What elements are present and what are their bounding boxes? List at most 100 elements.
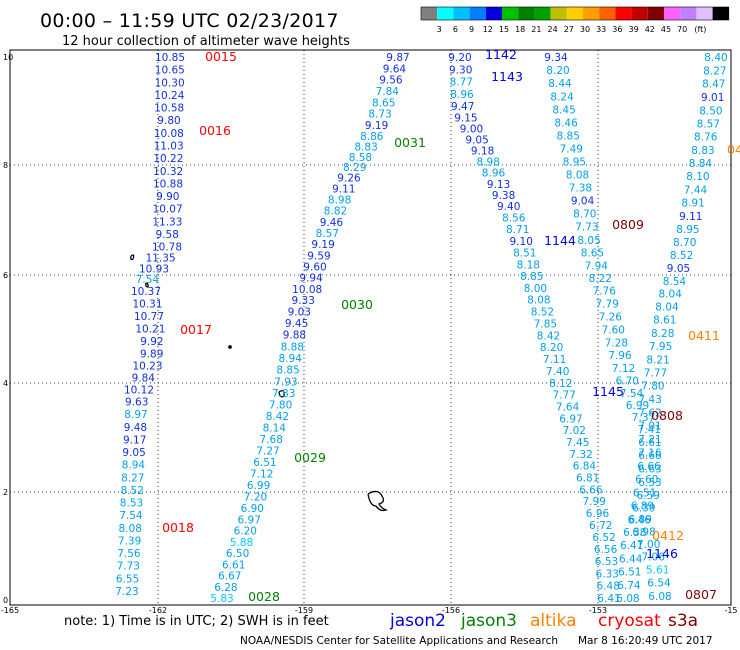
wave-height-value: 6.54 xyxy=(647,578,671,590)
wave-height-value: 9.45 xyxy=(285,318,308,330)
wave-height-value: 5.88 xyxy=(230,537,253,549)
wave-height-value: 10.08 xyxy=(154,128,184,140)
wave-height-value: 9.01 xyxy=(701,92,724,104)
wave-height-value: 7.95 xyxy=(649,341,672,353)
wave-height-value: 9.63 xyxy=(125,397,148,409)
wave-height-value: 9.94 xyxy=(299,273,323,285)
map-subtitle: 12 hour collection of altimeter wave hei… xyxy=(62,34,350,49)
wave-height-value: 9.56 xyxy=(379,75,403,87)
wave-height-value: 8.83 xyxy=(691,145,714,157)
wave-height-value: 9.05 xyxy=(465,135,488,147)
wave-height-value: 7.84 xyxy=(376,86,400,98)
wave-height-value: 8.27 xyxy=(703,65,726,77)
wave-height-value: 6.08 xyxy=(616,593,639,605)
wave-height-value: 7.00 xyxy=(637,539,660,551)
x-tick-label: -153 xyxy=(589,606,607,615)
map-title: 00:00 – 11:59 UTC 02/23/2017 xyxy=(40,10,339,32)
x-tick-label: -159 xyxy=(295,606,313,615)
wave-height-value: 7.39 xyxy=(118,536,141,548)
pass-time-label: 1143 xyxy=(491,69,523,84)
wave-height-value: 6.84 xyxy=(573,461,597,473)
wave-height-value: 9.34 xyxy=(544,52,568,64)
wave-height-value: 11.03 xyxy=(154,141,184,153)
wave-height-value: 9.13 xyxy=(487,179,510,191)
wave-height-value: 6.97 xyxy=(238,514,261,526)
wave-height-value: 8.97 xyxy=(124,409,147,421)
scale-swatch xyxy=(664,7,681,20)
wave-height-value: 8.61 xyxy=(653,315,676,327)
wave-height-value: 9.80 xyxy=(157,115,180,127)
x-tick-label: -156 xyxy=(442,606,460,615)
wave-height-value: 7.80 xyxy=(641,381,664,393)
wave-height-value: 9.90 xyxy=(156,191,179,203)
wave-height-value: 7.62 xyxy=(638,407,661,419)
wave-height-value: 8.45 xyxy=(552,105,575,117)
wave-height-value: 7.16 xyxy=(638,448,662,460)
wave-height-value: 8.94 xyxy=(122,460,146,472)
wave-height-value: 9.19 xyxy=(311,239,334,251)
wave-height-value: 7.94 xyxy=(585,260,609,272)
wave-height-value: 7.20 xyxy=(244,491,267,503)
scale-swatch xyxy=(631,7,648,20)
pass-time-label: 04 xyxy=(727,142,740,157)
wave-height-value: 8.18 xyxy=(517,259,540,271)
wave-height-value: 6.70 xyxy=(616,376,639,388)
pass-time-labels: 0015 0016 0017 0018 0031 0030 0029 0028 1142 1143… xyxy=(162,47,740,604)
wave-height-value: 7.76 xyxy=(593,286,617,298)
wave-height-value: 10.30 xyxy=(155,77,185,89)
wave-height-value: 9.88 xyxy=(283,330,306,342)
axis-ticks: -165 -162 -159 -156 -153 -15 10 8 6 4 2 0 xyxy=(1,53,738,615)
x-tick-label: -15 xyxy=(724,606,737,615)
wave-height-value: 6.89 xyxy=(631,501,654,513)
wave-height-value: 7.56 xyxy=(117,548,141,560)
wave-height-value: 10.78 xyxy=(152,242,182,254)
wave-height-value: 9.38 xyxy=(492,190,515,202)
wave-height-value: 8.91 xyxy=(681,198,704,210)
wave-height-value: 7.99 xyxy=(583,496,606,508)
scale-label: 12 xyxy=(483,25,493,34)
grid-lines xyxy=(10,50,731,605)
wave-height-value: 8.88 xyxy=(281,341,304,353)
wave-height-value: 8.56 xyxy=(502,212,526,224)
wave-height-value: 9.15 xyxy=(454,113,477,125)
wave-height-value: 9.89 xyxy=(140,349,163,361)
scale-label: 36 xyxy=(612,25,622,34)
wave-height-value: 8.52 xyxy=(531,307,554,319)
y-tick-label: 0 xyxy=(3,596,8,605)
wave-height-value: 8.42 xyxy=(537,330,560,342)
scale-swatch xyxy=(680,7,697,20)
scale-label: 30 xyxy=(580,25,590,34)
wave-height-value: 9.05 xyxy=(122,447,145,459)
pass-time-label: 0031 xyxy=(394,135,426,150)
wave-height-value: 6.55 xyxy=(116,573,139,585)
wave-height-value: 8.96 xyxy=(450,89,474,101)
wave-height-value: 6.74 xyxy=(617,580,641,592)
wave-height-value: 6.90 xyxy=(241,503,264,515)
wave-height-value: 8.51 xyxy=(513,248,536,260)
wave-height-value: 9.10 xyxy=(510,236,533,248)
wave-height-value: 7.54 xyxy=(620,388,644,400)
wave-height-value: 8.70 xyxy=(673,237,696,249)
wave-height-value: 8.65 xyxy=(581,248,604,260)
wave-height-value: 11.33 xyxy=(152,216,182,228)
wave-height-value: 7.49 xyxy=(560,144,583,156)
scale-label: 45 xyxy=(661,25,671,34)
wave-height-value: 9.17 xyxy=(123,435,146,447)
scale-swatch xyxy=(534,7,551,20)
wave-height-value: 9.60 xyxy=(303,262,326,274)
scale-swatch xyxy=(696,7,713,20)
scale-swatch xyxy=(712,7,729,20)
wave-height-value: 7.23 xyxy=(115,586,138,598)
wave-height-value: 7.68 xyxy=(260,434,283,446)
wave-height-value: 6.44 xyxy=(619,553,643,565)
wave-height-value: 8.14 xyxy=(263,423,287,435)
wave-height-value: 6.51 xyxy=(618,567,641,579)
wave-height-value: 6.08 xyxy=(648,591,671,603)
wave-height-value: 8.28 xyxy=(651,328,674,340)
wave-height-value: 6.52 xyxy=(592,532,615,544)
wave-height-value: 8.20 xyxy=(540,342,563,354)
wave-height-value: 8.04 xyxy=(659,289,683,301)
wave-height-value: 10.32 xyxy=(153,166,183,178)
y-tick-label: 2 xyxy=(3,488,8,497)
wave-height-value: 5.61 xyxy=(646,564,669,576)
